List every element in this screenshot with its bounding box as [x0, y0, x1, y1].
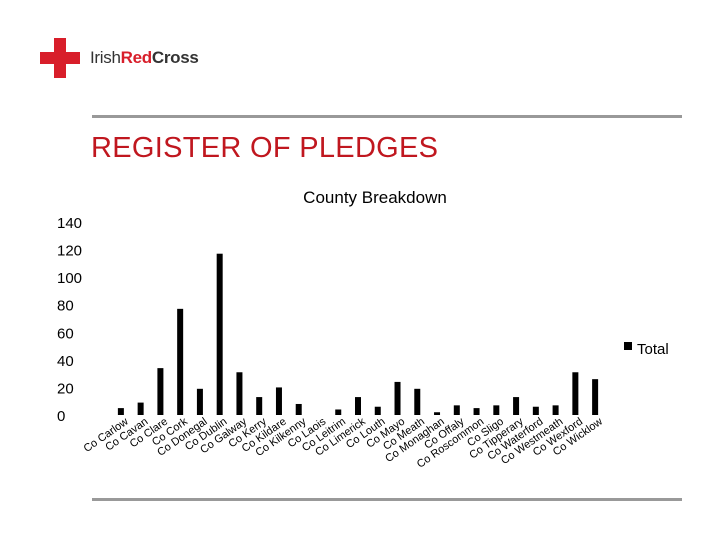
bottom-divider [92, 498, 682, 501]
brand-name: IrishRedCross [90, 48, 199, 67]
legend-label-total: Total [637, 341, 669, 358]
bar-co-donegal [196, 388, 203, 415]
bar-co-clare [157, 368, 164, 415]
bar-co-louth [374, 406, 381, 415]
bar-co-monaghan [434, 412, 441, 415]
top-divider [92, 115, 682, 118]
bar-co-galway [236, 372, 243, 415]
y-tick-label: 120 [57, 243, 82, 260]
bar-co-waterford [532, 406, 539, 415]
bar-co-kilkenny [295, 403, 302, 415]
bar-co-kildare [275, 387, 282, 415]
y-tick-label: 140 [57, 215, 82, 232]
bar-co-wicklow [592, 379, 599, 415]
bar-co-leitrim [335, 409, 342, 415]
bar-co-cork [177, 308, 184, 415]
bar-co-mayo [394, 381, 401, 415]
y-tick-label: 20 [57, 380, 74, 397]
bar-co-wexford [572, 372, 579, 415]
y-tick-label: 60 [57, 325, 74, 342]
bar-co-westmeath [552, 405, 559, 415]
y-tick-label: 100 [57, 270, 82, 287]
legend-swatch-total [624, 342, 632, 350]
y-tick-label: 80 [57, 298, 74, 315]
bar-co-cavan [137, 402, 144, 415]
bar-co-kerry [256, 397, 263, 415]
bar-co-sligo [493, 405, 500, 415]
bar-co-offaly [453, 405, 460, 415]
chart-title: County Breakdown [303, 188, 447, 207]
bar-co-carlow [117, 408, 124, 415]
y-tick-label: 0 [57, 408, 65, 425]
slide-title: REGISTER OF PLEDGES [91, 132, 439, 164]
bar-co-limerick [355, 397, 361, 415]
y-tick-label: 40 [57, 353, 74, 370]
bar-co-roscommon [473, 408, 480, 415]
bar-co-meath [414, 388, 421, 415]
bar-co-tipperary [513, 397, 520, 415]
red-cross-icon [40, 38, 80, 78]
bar-co-dublin [216, 253, 223, 415]
